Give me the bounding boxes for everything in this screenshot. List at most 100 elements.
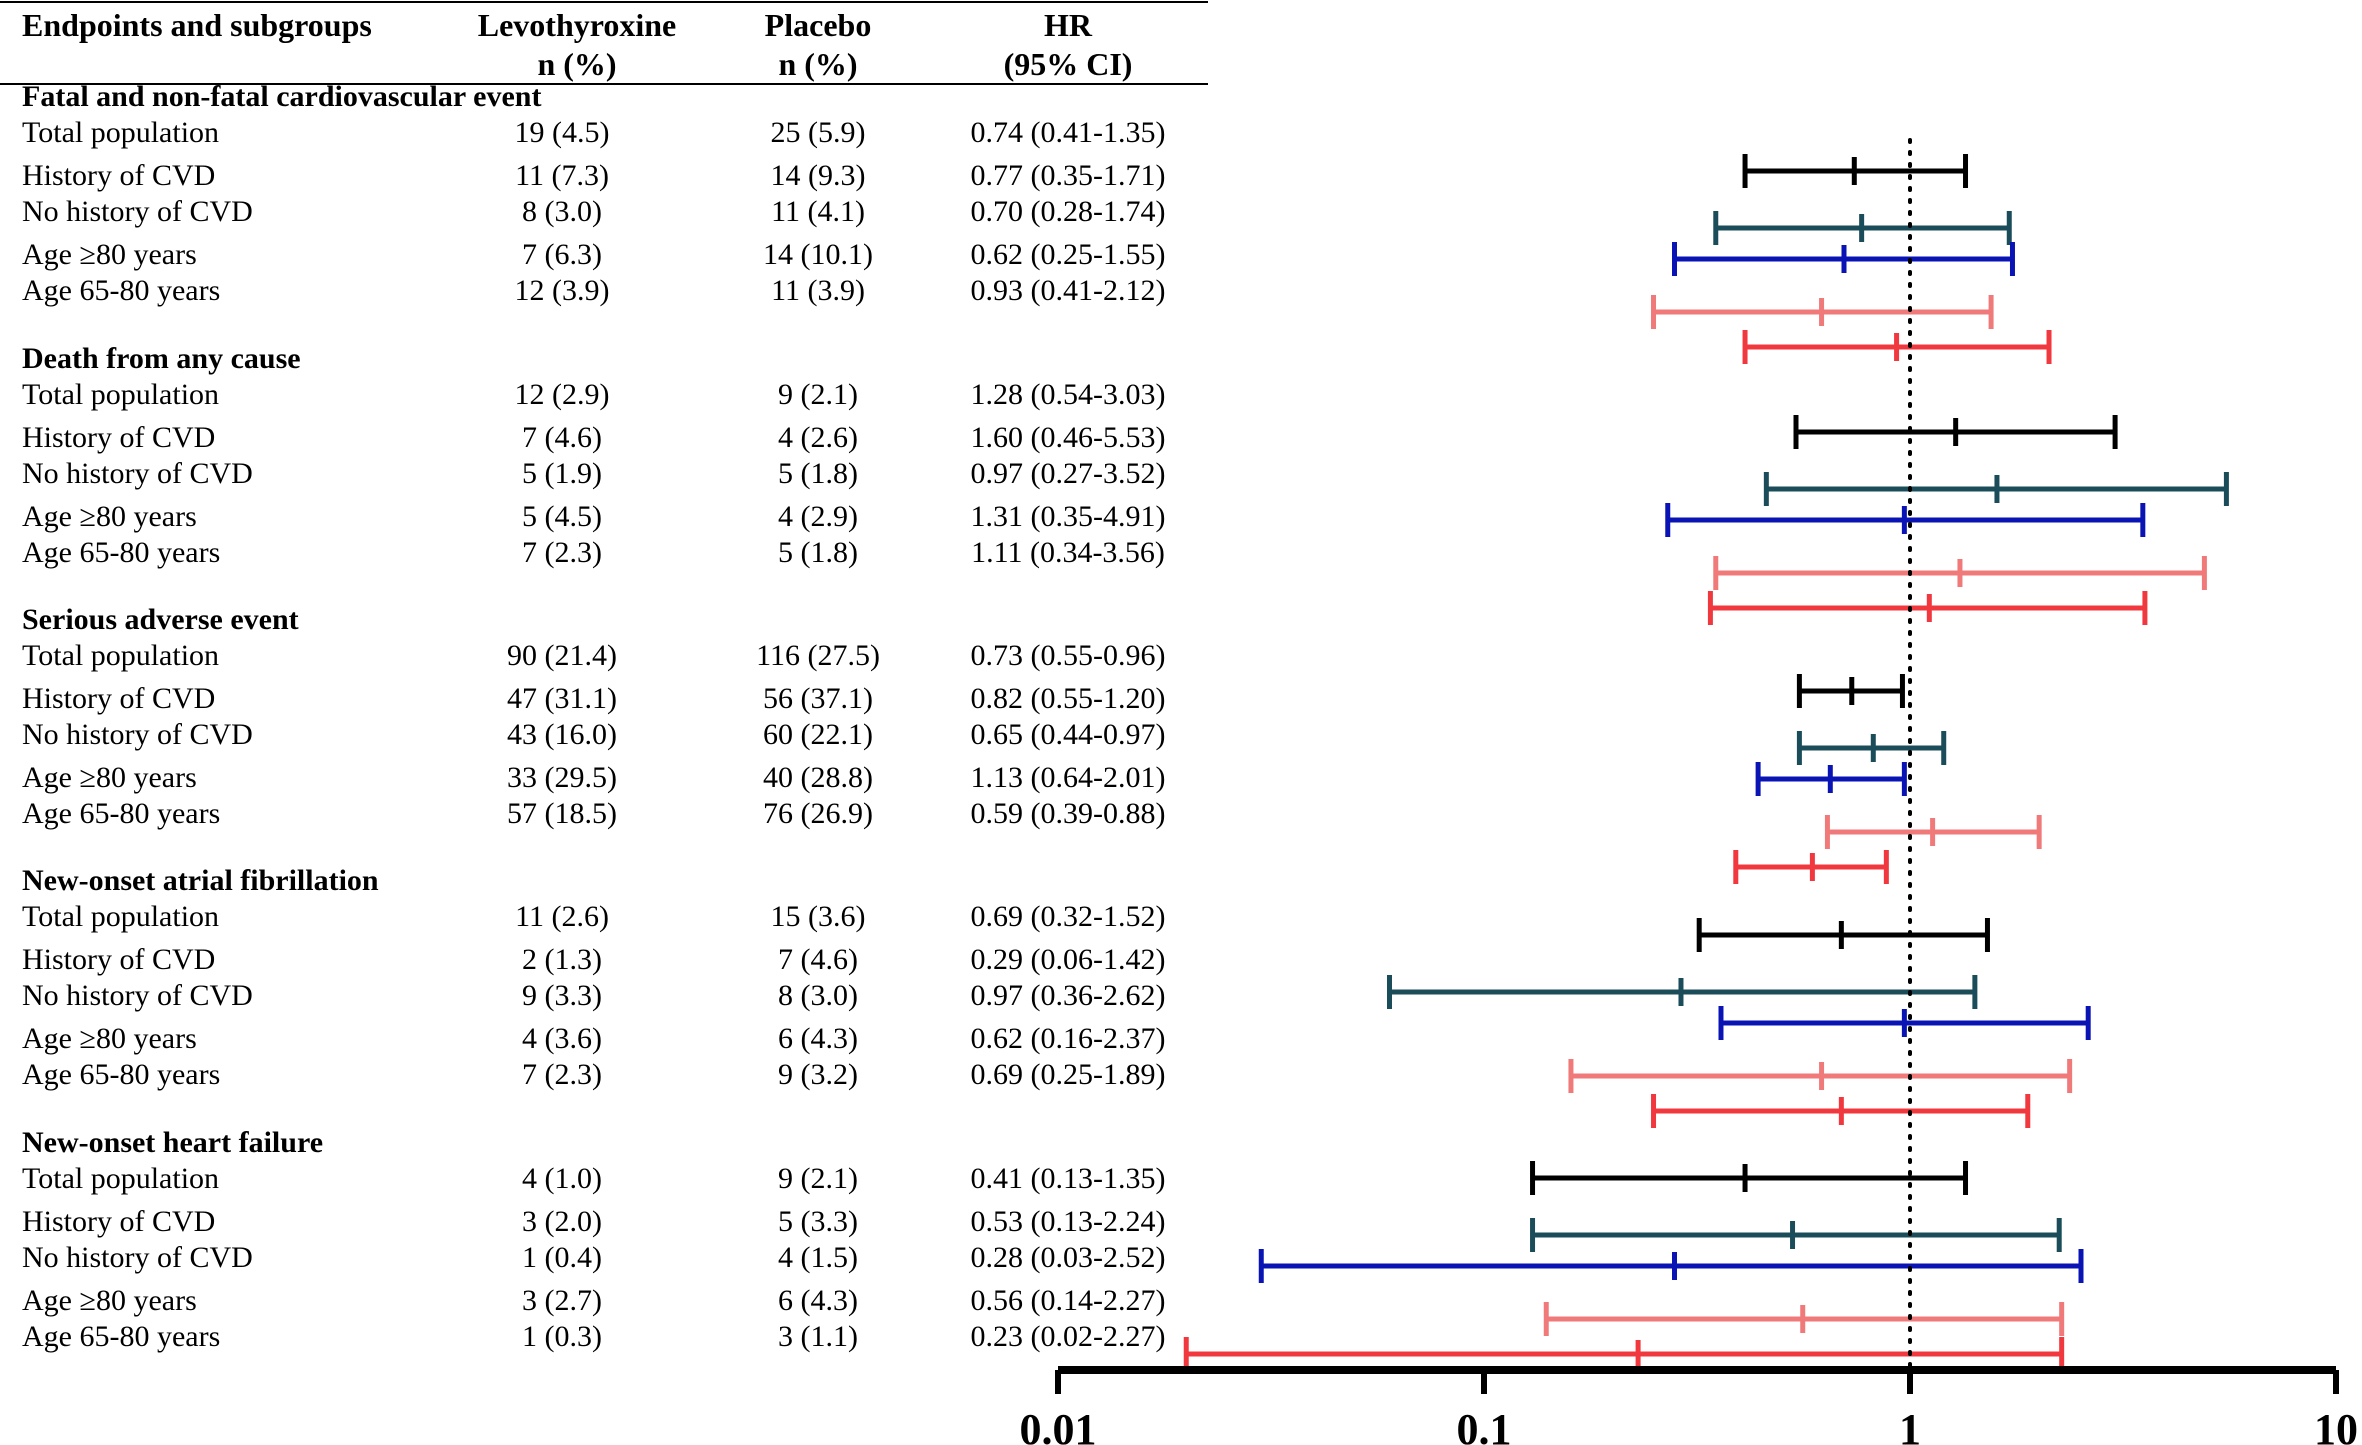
levothyroxine-value: 5 (1.9) — [522, 457, 602, 490]
hr-ci-value: 0.65 (0.44-0.97) — [971, 718, 1166, 751]
table-header: Endpoints and subgroups Levothyroxine n … — [22, 7, 1132, 82]
hr-ci-value: 0.97 (0.36-2.62) — [971, 979, 1166, 1012]
hr-ci-value: 0.59 (0.39-0.88) — [971, 797, 1166, 830]
subgroup-label: History of CVD — [22, 1205, 215, 1238]
subgroup-label: History of CVD — [22, 943, 215, 976]
placebo-value: 9 (2.1) — [778, 378, 858, 411]
hr-ci-value: 0.29 (0.06-1.42) — [971, 943, 1166, 976]
levothyroxine-value: 12 (2.9) — [515, 378, 610, 411]
placebo-value: 56 (37.1) — [763, 682, 873, 715]
levothyroxine-value: 7 (2.3) — [522, 536, 602, 569]
ci-bar — [1796, 674, 1905, 708]
placebo-value: 9 (2.1) — [778, 1162, 858, 1195]
hr-ci-value: 0.74 (0.41-1.35) — [971, 116, 1166, 149]
ci-bar — [1386, 975, 1978, 1009]
hr-ci-value: 1.11 (0.34-3.56) — [971, 536, 1165, 569]
header-levothyroxine-unit: n (%) — [537, 46, 616, 82]
placebo-value: 4 (1.5) — [778, 1241, 858, 1274]
subgroup-label: Age ≥80 years — [22, 238, 197, 271]
ci-bar — [1713, 211, 2012, 245]
ci-bar — [1707, 591, 2148, 625]
hr-ci-value: 0.82 (0.55-1.20) — [971, 682, 1166, 715]
levothyroxine-value: 7 (6.3) — [522, 238, 602, 271]
placebo-value: 3 (1.1) — [778, 1320, 858, 1353]
ci-bar — [1718, 1006, 2091, 1040]
placebo-value: 25 (5.9) — [771, 116, 866, 149]
subgroup-label: No history of CVD — [22, 457, 253, 490]
placebo-value: 4 (2.9) — [778, 500, 858, 533]
hr-ci-value: 0.53 (0.13-2.24) — [971, 1205, 1166, 1238]
placebo-value: 7 (4.6) — [778, 943, 858, 976]
levothyroxine-value: 57 (18.5) — [507, 797, 617, 830]
subgroup-label: History of CVD — [22, 682, 215, 715]
placebo-value: 15 (3.6) — [771, 900, 866, 933]
section-title: New-onset atrial fibrillation — [22, 864, 379, 897]
subgroup-label: No history of CVD — [22, 718, 253, 751]
hr-ci-value: 0.97 (0.27-3.52) — [971, 457, 1166, 490]
hr-ci-value: 0.77 (0.35-1.71) — [971, 159, 1166, 192]
placebo-value: 5 (1.8) — [778, 536, 858, 569]
hr-ci-value: 0.70 (0.28-1.74) — [971, 195, 1166, 228]
placebo-value: 9 (3.2) — [778, 1058, 858, 1091]
header-placebo: Placebo — [765, 7, 872, 43]
levothyroxine-value: 7 (2.3) — [522, 1058, 602, 1091]
placebo-value: 4 (2.6) — [778, 421, 858, 454]
ci-bar — [1696, 918, 1990, 952]
placebo-value: 14 (9.3) — [771, 159, 866, 192]
x-axis-tick-label: 0.1 — [1457, 1405, 1512, 1445]
placebo-value: 40 (28.8) — [763, 761, 873, 794]
header-hr: HR — [1044, 7, 1093, 43]
placebo-value: 60 (22.1) — [763, 718, 873, 751]
levothyroxine-value: 9 (3.3) — [522, 979, 602, 1012]
ci-bar — [1755, 762, 1907, 796]
subgroup-label: Total population — [22, 1162, 219, 1195]
levothyroxine-value: 11 (7.3) — [515, 159, 609, 192]
section-title: New-onset heart failure — [22, 1126, 323, 1159]
placebo-value: 5 (1.8) — [778, 457, 858, 490]
subgroup-label: Age ≥80 years — [22, 761, 197, 794]
subgroup-label: Total population — [22, 900, 219, 933]
subgroup-label: No history of CVD — [22, 979, 253, 1012]
header-label: Endpoints and subgroups — [22, 7, 372, 43]
subgroup-label: Age ≥80 years — [22, 1022, 197, 1055]
hr-ci-value: 0.93 (0.41-2.12) — [971, 274, 1166, 307]
levothyroxine-value: 2 (1.3) — [522, 943, 602, 976]
ci-bar — [1183, 1337, 2065, 1371]
subgroup-label: No history of CVD — [22, 1241, 253, 1274]
placebo-value: 11 (4.1) — [771, 195, 865, 228]
ci-bar — [1713, 556, 2207, 590]
hr-ci-value: 1.31 (0.35-4.91) — [971, 500, 1166, 533]
hr-ci-value: 0.28 (0.03-2.52) — [971, 1241, 1166, 1274]
subgroup-label: Age 65-80 years — [22, 274, 220, 307]
hr-ci-value: 0.62 (0.25-1.55) — [971, 238, 1166, 271]
subgroup-label: Total population — [22, 116, 219, 149]
levothyroxine-value: 1 (0.3) — [522, 1320, 602, 1353]
placebo-value: 14 (10.1) — [763, 238, 873, 271]
levothyroxine-value: 12 (3.9) — [515, 274, 610, 307]
ci-bar — [1793, 415, 2118, 449]
ci-bar — [1651, 295, 1994, 329]
x-axis-tick-label: 0.01 — [1020, 1405, 1097, 1445]
header-placebo-unit: n (%) — [778, 46, 857, 82]
ci-bar — [1568, 1059, 2073, 1093]
levothyroxine-value: 5 (4.5) — [522, 500, 602, 533]
ci-bar — [1733, 850, 1889, 884]
ci-bar — [1742, 330, 2052, 364]
levothyroxine-value: 4 (3.6) — [522, 1022, 602, 1055]
levothyroxine-value: 90 (21.4) — [507, 639, 617, 672]
subgroup-label: Age ≥80 years — [22, 500, 197, 533]
placebo-value: 5 (3.3) — [778, 1205, 858, 1238]
hr-ci-value: 1.28 (0.54-3.03) — [971, 378, 1166, 411]
levothyroxine-value: 33 (29.5) — [507, 761, 617, 794]
levothyroxine-value: 4 (1.0) — [522, 1162, 602, 1195]
subgroup-label: Age 65-80 years — [22, 797, 220, 830]
levothyroxine-value: 11 (2.6) — [515, 900, 609, 933]
ci-bar — [1763, 472, 2229, 506]
hr-ci-value: 0.69 (0.32-1.52) — [971, 900, 1166, 933]
placebo-value: 11 (3.9) — [771, 274, 865, 307]
x-axis-tick-label: 1 — [1899, 1405, 1921, 1445]
section-title: Death from any cause — [22, 342, 301, 375]
ci-bar — [1796, 731, 1947, 765]
section-title: Serious adverse event — [22, 603, 299, 636]
